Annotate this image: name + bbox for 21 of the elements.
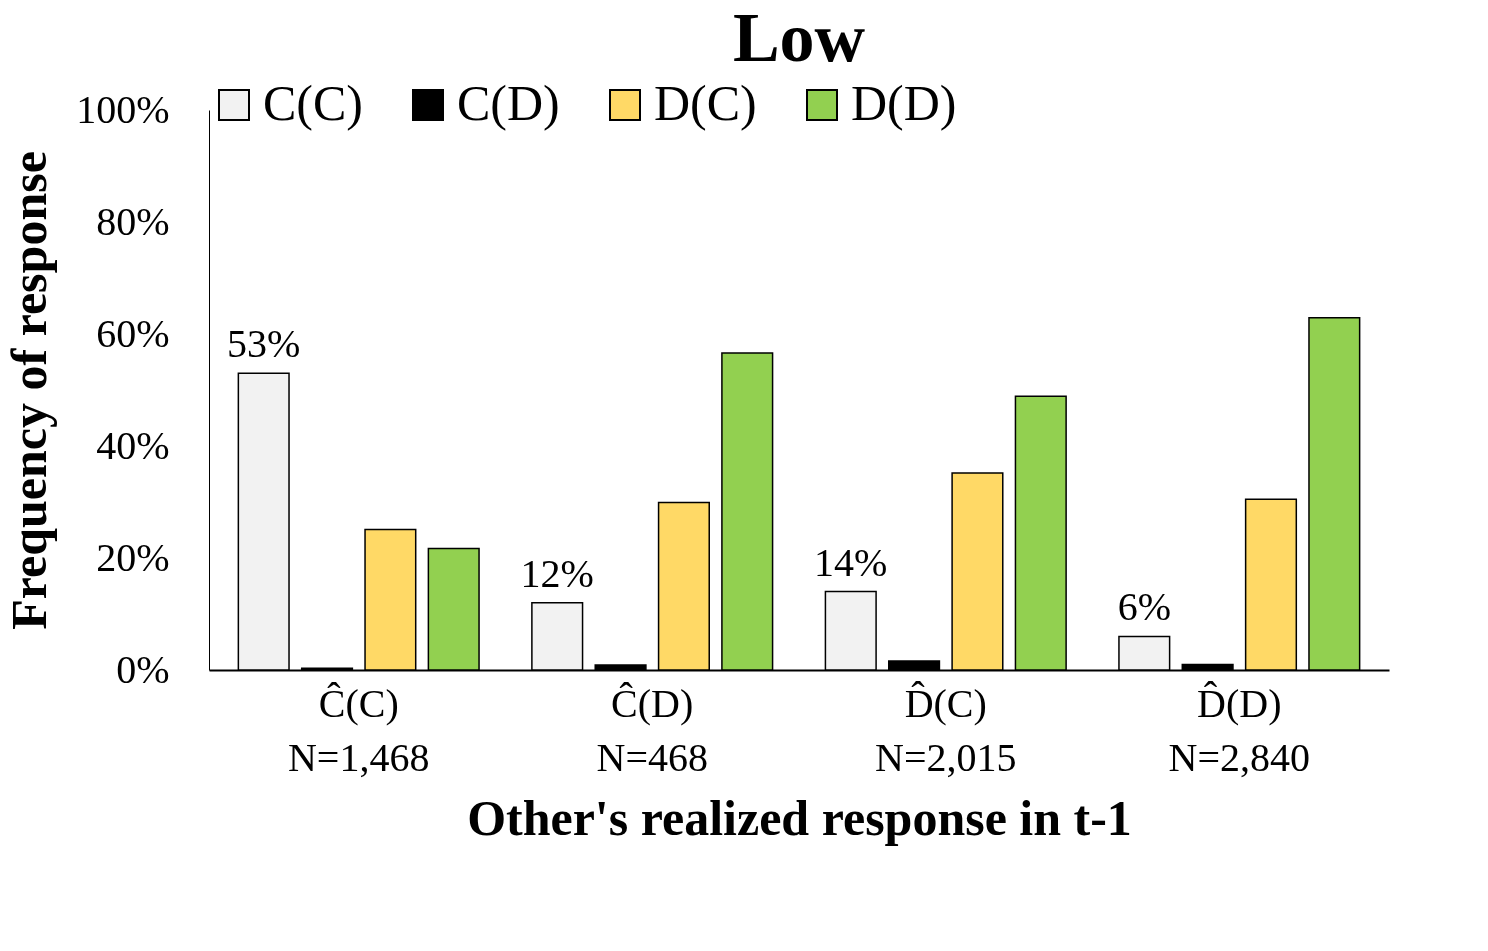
y-tick-label: 80%: [96, 198, 170, 244]
y-tick-label: 60%: [96, 310, 170, 356]
data-label: 12%: [520, 550, 594, 596]
legend-label: C(C): [263, 75, 363, 131]
legend-label: C(D): [457, 75, 560, 131]
x-axis-title: Other's realized response in t-1: [467, 789, 1132, 846]
y-tick-label: 20%: [96, 534, 170, 580]
x-tick-label: Ĉ(D) N=468: [596, 680, 708, 780]
y-tick-label: 40%: [96, 422, 170, 468]
legend-label: D(D): [851, 75, 957, 131]
y-tick-label: 0%: [116, 646, 170, 692]
x-tick-label: D̂(D) N=2,840: [1168, 680, 1311, 780]
data-label: 14%: [814, 539, 888, 585]
data-label: 6%: [1117, 584, 1171, 630]
y-tick-label: 100%: [76, 86, 170, 132]
y-axis-title: Frequency of response: [1, 151, 58, 630]
legend-label: D(C): [654, 75, 757, 131]
x-tick-label: Ĉ(C) N=1,468: [287, 680, 430, 780]
data-label: 53%: [227, 321, 301, 367]
x-tick-label: D̂(C) N=2,015: [875, 680, 1017, 780]
chart-title: Low: [732, 0, 866, 76]
